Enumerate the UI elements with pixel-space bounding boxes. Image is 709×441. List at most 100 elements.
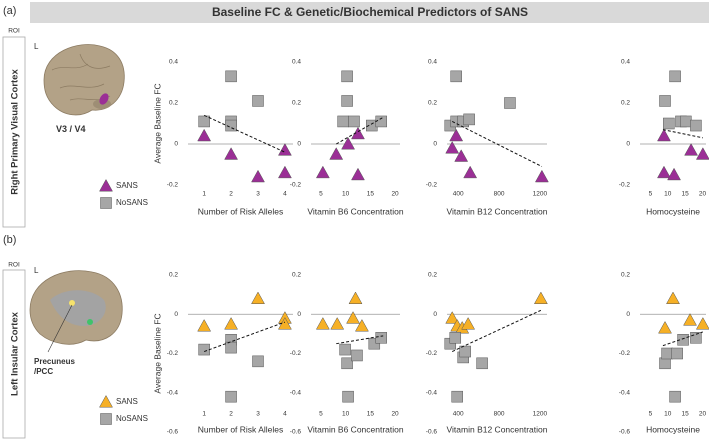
y-tick-label: -0.4 — [167, 389, 179, 396]
y-tick-label: 0.4 — [621, 59, 630, 66]
nosans-marker — [449, 332, 462, 344]
x-tick-label: 10 — [342, 191, 350, 198]
trend-line — [451, 309, 542, 352]
sans-marker — [197, 128, 212, 142]
x-tick-label: 1200 — [533, 191, 548, 198]
title-bar — [30, 2, 709, 23]
y-tick-label: -0.2 — [426, 350, 438, 357]
nosans-marker — [100, 197, 112, 209]
sans-marker — [277, 165, 292, 179]
sans-marker — [463, 165, 478, 179]
x-tick-label: 20 — [391, 411, 399, 418]
roi-caption: ROI — [8, 28, 20, 35]
nosans-marker — [337, 115, 349, 128]
legend-label: SANS — [116, 397, 138, 406]
y-tick-label: -0.2 — [619, 182, 631, 189]
sans-marker — [657, 165, 671, 179]
sans-marker — [355, 319, 369, 332]
nosans-marker — [680, 115, 692, 128]
x-tick-label: 4 — [283, 411, 287, 418]
row-tag: (b) — [3, 234, 16, 246]
y-tick-label: -0.6 — [426, 429, 438, 436]
nosans-marker — [659, 95, 671, 107]
x-axis-label: Number of Risk Alleles — [198, 424, 284, 434]
y-tick-label: 0.2 — [169, 272, 178, 279]
nosans-marker — [669, 390, 681, 403]
y-tick-label: 0.2 — [621, 100, 630, 107]
nosans-marker — [225, 390, 237, 403]
y-tick-label: 0.2 — [621, 272, 630, 279]
sans-marker — [315, 317, 330, 330]
x-tick-label: 4 — [283, 191, 287, 198]
y-tick-label: 0.4 — [292, 59, 301, 66]
hemisphere: L — [34, 266, 39, 275]
sans-marker — [695, 317, 709, 330]
nosans-marker — [459, 345, 471, 358]
trend-line — [662, 129, 703, 139]
nosans-marker — [663, 117, 675, 130]
y-tick-label: 0 — [433, 141, 437, 148]
y-tick-label: -0.2 — [290, 350, 302, 357]
nosans-marker — [659, 357, 671, 370]
nosans-marker — [341, 70, 353, 83]
x-axis-label: Vitamin B12 Concentration — [447, 206, 548, 216]
nosans-marker — [198, 115, 210, 128]
x-tick-label: 10 — [664, 411, 672, 418]
y-tick-label: -0.4 — [619, 389, 631, 396]
roi-label-line: Precuneus — [34, 357, 75, 366]
x-tick-label: 20 — [699, 191, 707, 198]
x-tick-label: 1 — [202, 191, 206, 198]
y-tick-label: -0.2 — [290, 182, 302, 189]
x-tick-label: 800 — [494, 191, 505, 198]
legend-label: NoSANS — [116, 414, 148, 423]
trend-line — [662, 331, 704, 347]
sans-marker — [657, 128, 671, 142]
x-tick-label: 400 — [453, 411, 464, 418]
sans-marker — [99, 394, 113, 408]
y-axis-label: Average Baseline FC — [152, 83, 162, 163]
nosans-marker — [339, 343, 351, 356]
roi-label-line: /PCC — [34, 367, 53, 376]
x-tick-label: 10 — [342, 411, 350, 418]
y-tick-label: 0.2 — [292, 272, 301, 279]
x-axis-label: Homocysteine — [646, 424, 700, 434]
y-axis-label: Average Baseline FC — [152, 313, 162, 393]
x-tick-label: 10 — [664, 191, 672, 198]
sans-marker — [351, 167, 365, 181]
trend-line — [451, 121, 543, 167]
nosans-marker — [504, 97, 516, 109]
sans-marker — [534, 169, 549, 183]
sans-marker — [224, 147, 239, 160]
nosans-marker — [671, 347, 683, 360]
sans-marker — [315, 165, 330, 179]
nosans-marker — [198, 343, 210, 356]
sans-marker — [341, 136, 356, 150]
x-tick-label: 20 — [391, 191, 399, 198]
nosans-marker — [252, 95, 264, 107]
x-axis-label: Vitamin B12 Concentration — [447, 424, 548, 434]
nosans-marker — [100, 413, 112, 425]
trend-line — [336, 335, 384, 345]
y-tick-label: 0 — [626, 311, 630, 318]
y-tick-label: 0 — [433, 311, 437, 318]
nosans-marker — [669, 70, 681, 83]
sans-marker — [461, 317, 476, 330]
y-tick-label: -0.2 — [167, 182, 179, 189]
y-tick-label: -0.4 — [290, 389, 302, 396]
y-tick-label: 0.4 — [428, 59, 437, 66]
x-tick-label: 5 — [319, 191, 323, 198]
sans-marker — [197, 319, 212, 332]
sans-marker — [449, 128, 464, 142]
nosans-marker — [690, 332, 702, 344]
y-tick-label: -0.6 — [619, 429, 631, 436]
x-axis-label: Vitamin B6 Concentration — [307, 206, 404, 216]
nosans-marker — [341, 95, 353, 107]
sans-marker — [666, 291, 680, 304]
sans-marker — [251, 291, 265, 304]
x-tick-label: 5 — [649, 411, 653, 418]
figure-title: Baseline FC & Genetic/Biochemical Predic… — [212, 5, 528, 19]
y-tick-label: 0.4 — [169, 59, 178, 66]
x-tick-label: 20 — [699, 411, 707, 418]
sans-marker — [99, 178, 113, 192]
